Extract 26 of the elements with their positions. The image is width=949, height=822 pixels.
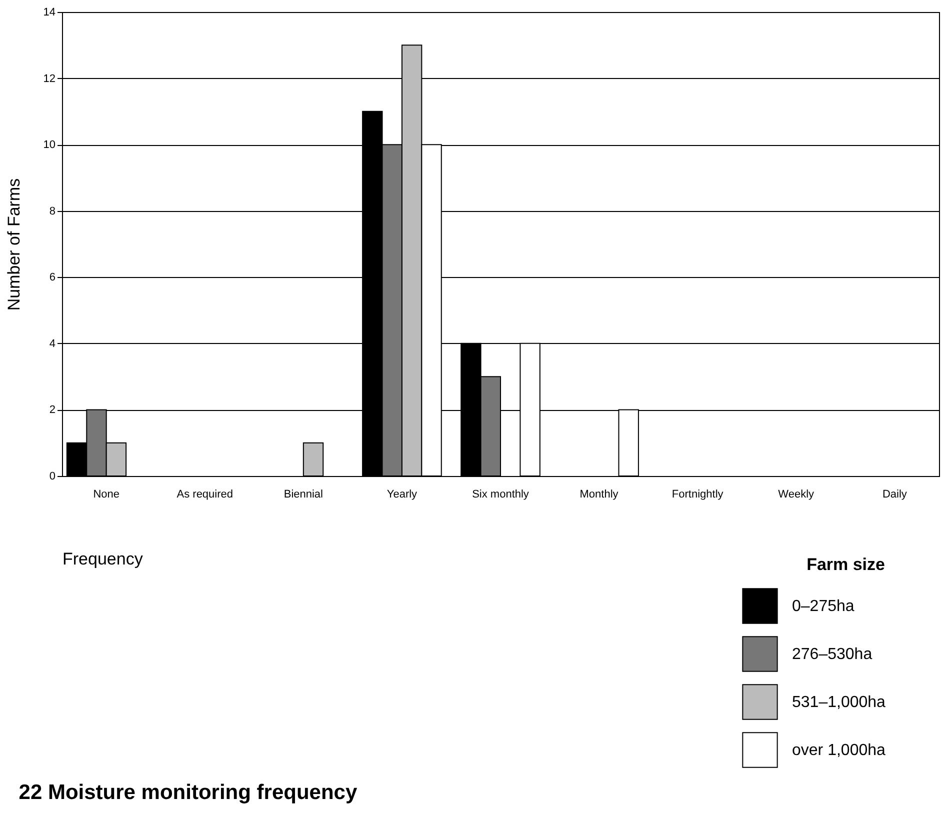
bar bbox=[302, 442, 324, 476]
legend-label: 0–275ha bbox=[792, 598, 854, 615]
x-axis-title: Frequency bbox=[62, 550, 144, 568]
y-tick-label: 2 bbox=[49, 404, 56, 416]
legend-label: 276–530ha bbox=[792, 646, 872, 663]
y-tick-label: 8 bbox=[49, 205, 56, 218]
x-tick-label: Fortnightly bbox=[672, 488, 724, 500]
x-tick-label: Six monthly bbox=[472, 488, 530, 500]
text: 22 Moisture monitoring frequency bbox=[18, 781, 358, 804]
legend-label: over 1,000ha bbox=[792, 742, 886, 759]
y-tick-label: 4 bbox=[49, 338, 56, 350]
y-tick-label: 10 bbox=[43, 139, 56, 152]
y-tick-label: 14 bbox=[43, 6, 56, 18]
x-tick-label: Biennial bbox=[284, 488, 323, 500]
y-tick-label: 6 bbox=[49, 272, 56, 284]
x-tick-label: Daily bbox=[882, 488, 908, 500]
x-tick-label: None bbox=[93, 488, 120, 500]
y-tick-label: 12 bbox=[43, 72, 56, 85]
x-tick-label: Monthly bbox=[580, 488, 619, 500]
x-tick-label: Weekly bbox=[778, 488, 815, 500]
y-tick-label: 0 bbox=[49, 470, 56, 482]
legend-title: Farm size bbox=[806, 555, 885, 574]
x-tick-label: Yearly bbox=[386, 488, 418, 500]
y-axis-title: Number of Farms bbox=[4, 178, 24, 311]
x-tick-label: As required bbox=[176, 488, 234, 500]
legend-label: 531–1,000ha bbox=[792, 694, 886, 711]
